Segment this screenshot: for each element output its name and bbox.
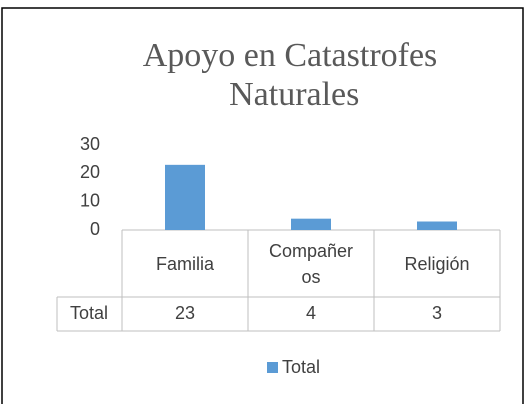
- y-tick-label: 30: [80, 134, 100, 154]
- table-value: 23: [175, 303, 195, 323]
- chart-title: Apoyo en Catastrofes Naturales: [143, 37, 438, 113]
- y-tick-label: 10: [80, 190, 100, 210]
- x-tick-label: Compañeros: [268, 240, 354, 287]
- bar: [165, 164, 205, 230]
- x-tick-label: Religión: [404, 253, 470, 274]
- y-tick-label: 0: [90, 219, 100, 239]
- bar: [417, 221, 457, 230]
- y-tick-label: 20: [80, 162, 100, 182]
- table-value: 4: [306, 303, 316, 323]
- legend-swatch: [267, 362, 278, 373]
- chart-frame: [1, 7, 524, 404]
- bar: [291, 218, 331, 230]
- x-tick-label: Familia: [155, 253, 214, 274]
- legend-label: Total: [282, 357, 320, 377]
- title-line: Naturales: [221, 76, 360, 113]
- table-value: 3: [432, 303, 442, 323]
- title-line: Apoyo en Catastrofes: [143, 37, 438, 74]
- table-row-label: Total: [70, 303, 108, 323]
